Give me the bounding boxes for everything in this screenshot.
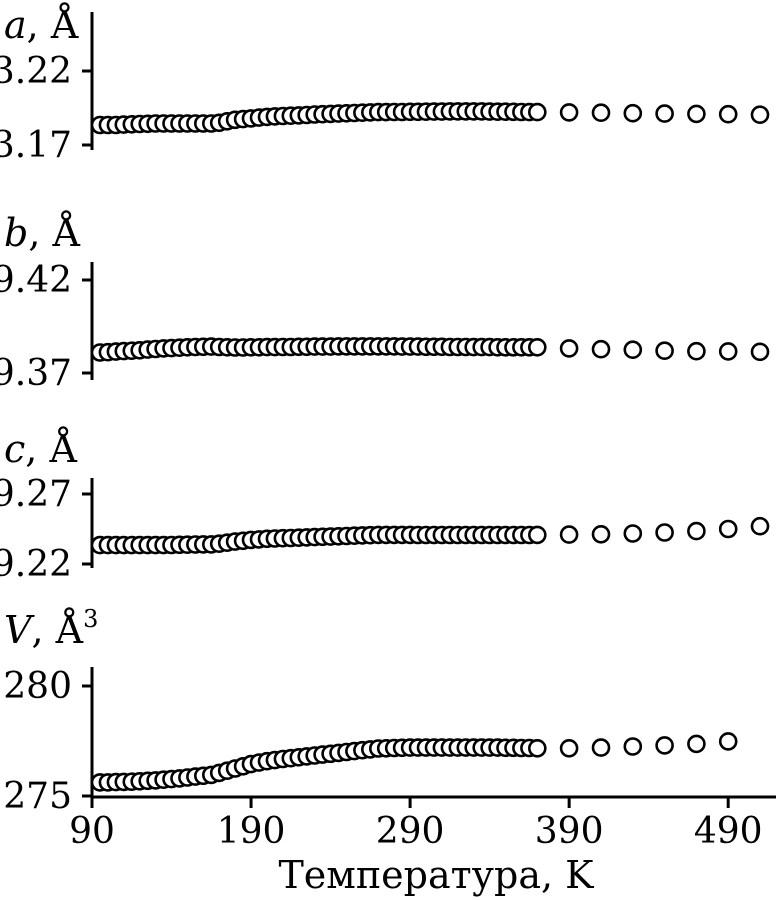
panel-V: 280 275 V, Å3 [3,605,738,817]
data-point [527,102,547,122]
data-point [655,104,674,123]
data-point [559,525,579,544]
data-point [559,103,579,122]
y-tick-label: 9.42 [0,260,72,301]
data-point [527,525,547,545]
data-point [687,341,706,361]
x-tick-label: 490 [694,811,763,852]
data-point [559,339,579,358]
x-tick-label: 190 [217,811,286,852]
panel-a: 3.22 3.17 a, Å [0,3,770,166]
data-point [591,103,611,122]
data-point [655,341,674,361]
data-point [559,738,579,758]
data-point [623,340,643,360]
y-tick-label: 9.27 [0,474,72,515]
y-axis-label: c, Å [4,427,77,471]
panel-b: 9.42 9.37 b, Å [0,211,770,394]
data-point [687,521,706,541]
data-point [591,524,611,544]
x-axis: 90 190 290 390 490 [69,795,776,852]
y-tick-label: 280 [3,666,72,707]
data-point [750,342,770,362]
data-point [591,738,611,757]
y-axis-label: V, Å3 [4,605,98,652]
data-point [718,342,738,361]
data-point [655,736,674,755]
data-point [527,738,547,758]
data-point [718,519,738,539]
data-point [750,105,770,124]
data-point [750,516,770,536]
y-axis-label: b, Å [4,211,80,255]
data-point [655,523,674,542]
data-point [623,103,643,123]
data-point [623,737,643,756]
data-point [527,337,547,357]
data-point [718,104,738,124]
x-tick-label: 290 [376,811,445,852]
y-tick-label: 9.37 [0,353,72,394]
data-point [591,339,611,359]
data-point [623,524,643,543]
x-axis-label: Температура, K [278,853,594,897]
x-tick-label: 390 [535,811,604,852]
y-tick-label: 3.17 [0,125,72,166]
panel-c: 9.27 9.22 c, Å [0,427,770,585]
data-point [718,732,738,751]
y-tick-label: 275 [3,776,72,817]
data-point [687,104,706,124]
y-tick-label: 3.22 [0,51,72,92]
y-axis-label: a, Å [4,3,79,47]
y-tick-label: 9.22 [0,544,72,585]
chart-panels: 3.223.17a, Å9.429.37b, Å9.279.22c, Å2802… [0,3,770,817]
data-point [687,734,706,754]
x-tick-label: 90 [69,811,115,852]
